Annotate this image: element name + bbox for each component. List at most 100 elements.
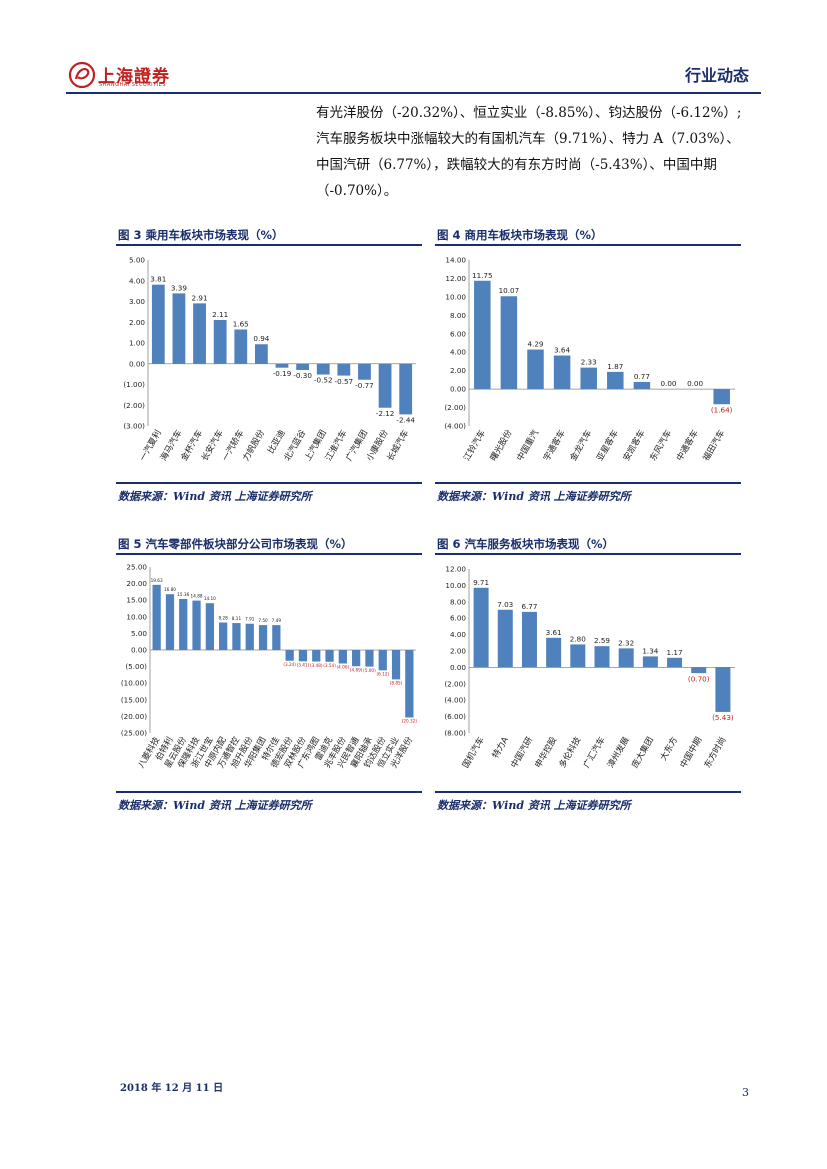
bar	[715, 667, 731, 712]
y-tick-label: (25.00)	[121, 729, 147, 738]
y-tick-label: (10.00)	[121, 679, 147, 688]
category-label: 曙光股份	[488, 428, 515, 463]
data-label: (8.85)	[390, 681, 403, 686]
bar	[691, 667, 707, 674]
y-tick-label: 10.00	[126, 612, 147, 621]
data-label: (1.64)	[711, 405, 733, 414]
y-tick-label: 10.00	[445, 292, 466, 301]
y-tick-label: 8.00	[450, 597, 466, 606]
section-title: 行业动态	[684, 66, 749, 85]
bar	[378, 650, 387, 671]
data-label: (4.89)	[350, 667, 363, 672]
bar	[298, 650, 308, 662]
figure-5-title: 图 5 汽车零部件板块部分公司市场表现（%）	[118, 537, 353, 551]
logo-subtext: SHANGHAI SECURITIES	[99, 82, 167, 88]
data-label: 1.87	[607, 362, 623, 371]
category-label: 安凯客车	[621, 428, 648, 463]
figure-3-title: 图 3 乘用车板块市场表现（%）	[118, 228, 284, 242]
category-label: 广汇汽车	[581, 735, 608, 770]
data-label: 2.33	[581, 358, 597, 367]
bar	[254, 344, 268, 364]
bar	[580, 367, 597, 390]
y-tick-label: (8.00)	[444, 729, 466, 738]
category-label: 特力A	[490, 735, 511, 760]
figure-3-source: 数据来源：Wind 资讯 上海证券研究所	[118, 490, 312, 503]
data-label: 2.59	[594, 636, 610, 645]
bar	[285, 650, 294, 661]
y-tick-label: 10.00	[445, 581, 466, 590]
figure-6-top-rule	[435, 553, 741, 555]
logo-text: 上海證券	[98, 67, 170, 87]
bar	[179, 599, 188, 650]
data-label: 1.17	[667, 648, 683, 657]
category-label: 江铃汽车	[461, 428, 488, 463]
data-label: (3.24)	[283, 662, 296, 667]
category-label: 亚星客车	[594, 428, 621, 463]
bar	[642, 656, 658, 668]
data-label: -2.44	[396, 416, 415, 425]
data-label: (6.12)	[376, 672, 389, 677]
data-label: 0.94	[253, 334, 269, 343]
bar	[219, 622, 228, 650]
data-label: 14.10	[204, 596, 216, 601]
category-label: 漳州发展	[605, 735, 632, 770]
bar	[667, 657, 683, 668]
y-tick-label: 20.00	[126, 579, 147, 588]
y-tick-label: 0.00	[450, 663, 466, 672]
bar	[192, 600, 201, 650]
data-label: 15.36	[177, 592, 189, 597]
data-label: 9.71	[473, 578, 489, 587]
y-tick-label: (6.00)	[444, 712, 466, 721]
data-label: (3.41)	[297, 663, 310, 668]
bar	[337, 363, 351, 376]
y-tick-label: (1.00)	[123, 380, 145, 389]
bar	[527, 349, 544, 390]
paragraph-line: 中国汽研（6.77%），跌幅较大的有东方时尚（-5.43%）、中国中期	[316, 157, 717, 173]
bar	[607, 371, 624, 390]
data-label: 0.77	[634, 372, 650, 381]
data-label: 0.00	[660, 379, 676, 388]
category-label: 福田汽车	[701, 428, 728, 463]
data-label: 2.80	[570, 634, 586, 643]
data-label: 7.91	[245, 617, 255, 622]
y-tick-label: 0.00	[131, 646, 147, 655]
bar	[152, 584, 161, 650]
data-label: -0.30	[293, 371, 312, 380]
category-label: 大东方	[658, 735, 680, 763]
data-label: 1.34	[642, 646, 658, 655]
category-label: 宇通客车	[541, 428, 568, 463]
y-tick-label: 4.00	[450, 630, 466, 639]
figure-4-bottom-rule	[435, 482, 741, 484]
figure-5-bottom-rule	[116, 791, 422, 793]
y-tick-label: 0.00	[450, 385, 466, 394]
y-tick-label: (3.00)	[123, 422, 145, 431]
bar	[497, 609, 513, 668]
bar	[312, 650, 321, 662]
bar	[618, 648, 634, 668]
header: 上海證券 SHANGHAI SECURITIES 行业动态	[66, 58, 761, 98]
figure-4-top-rule	[435, 244, 741, 246]
y-tick-label: 6.00	[450, 614, 466, 623]
paragraph-line: （-0.70%）。	[316, 183, 398, 199]
bar	[232, 623, 241, 650]
figure-4-title: 图 4 商用车板块市场表现（%）	[437, 228, 603, 242]
figure-3-bottom-rule	[116, 482, 422, 484]
category-label: 中国重汽	[515, 428, 542, 463]
figure-3-top-rule	[116, 244, 422, 246]
data-label: (5.43)	[712, 713, 734, 722]
bar	[172, 293, 186, 364]
bar	[338, 650, 347, 664]
y-tick-label: (15.00)	[121, 695, 147, 704]
bar	[151, 284, 165, 364]
bar	[378, 363, 392, 408]
bar	[325, 650, 334, 662]
body-paragraph: 有光洋股份（-20.32%）、恒立实业（-8.85%）、钧达股份（-6.12%）…	[316, 100, 761, 204]
category-label: 中国汽研	[509, 735, 536, 770]
header-rule	[66, 92, 761, 94]
y-tick-label: 5.00	[129, 256, 145, 265]
bar	[391, 650, 401, 680]
y-tick-label: 12.00	[445, 565, 466, 574]
bar	[500, 296, 518, 390]
y-tick-label: 12.00	[445, 274, 466, 283]
figure-6-bottom-rule	[435, 791, 741, 793]
